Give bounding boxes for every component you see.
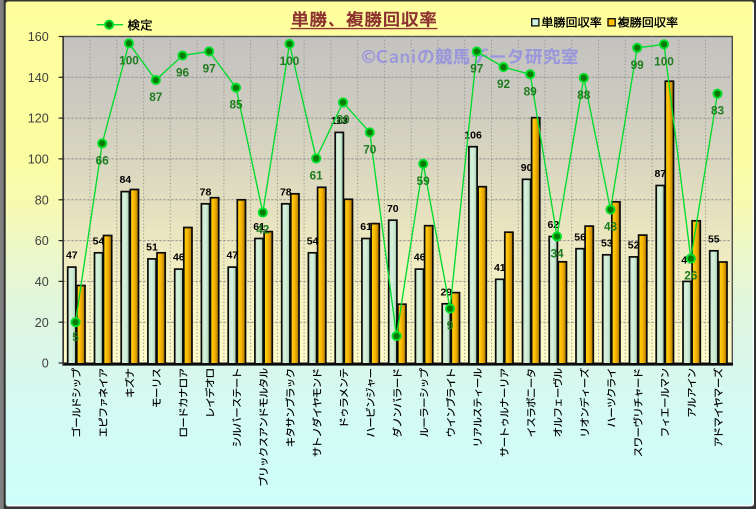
svg-text:99: 99 [631,58,645,72]
svg-text:100: 100 [28,153,49,167]
svg-text:88: 88 [577,88,591,102]
svg-text:140: 140 [28,71,49,85]
svg-text:46: 46 [414,252,426,264]
svg-text:34: 34 [550,246,564,260]
svg-text:160: 160 [28,30,49,44]
svg-text:84: 84 [119,174,131,186]
svg-text:9: 9 [447,319,454,333]
svg-text:97: 97 [470,62,484,76]
svg-text:90: 90 [521,162,533,174]
svg-text:66: 66 [96,153,110,167]
svg-text:78: 78 [200,186,212,198]
svg-text:60: 60 [35,234,49,248]
svg-text:41: 41 [494,262,506,274]
svg-text:80: 80 [336,112,350,126]
svg-text:52: 52 [628,240,640,252]
svg-text:47: 47 [66,250,78,262]
svg-text:61: 61 [360,221,372,233]
svg-text:40: 40 [35,275,49,289]
svg-text:87: 87 [654,168,666,180]
svg-text:51: 51 [146,242,158,254]
svg-text:80: 80 [35,193,49,207]
svg-text:96: 96 [176,66,190,80]
svg-text:54: 54 [307,235,319,247]
svg-text:20: 20 [35,316,49,330]
svg-text:92: 92 [497,77,511,91]
svg-text:100: 100 [280,54,300,68]
svg-text:43: 43 [604,220,618,234]
svg-text:55: 55 [708,233,720,245]
svg-text:97: 97 [203,61,217,75]
svg-text:62: 62 [547,219,559,231]
svg-text:100: 100 [119,53,139,67]
svg-text:70: 70 [363,142,377,156]
svg-text:87: 87 [149,90,163,104]
svg-text:78: 78 [280,186,292,198]
svg-text:42: 42 [256,223,270,237]
svg-text:61: 61 [253,221,265,233]
svg-text:26: 26 [684,269,698,283]
svg-text:0: 0 [42,357,49,371]
svg-text:59: 59 [417,174,431,188]
svg-text:85: 85 [229,98,243,112]
svg-text:46: 46 [173,252,185,264]
svg-text:5: 5 [72,330,79,344]
svg-text:89: 89 [524,84,538,98]
svg-text:56: 56 [574,231,586,243]
svg-text:54: 54 [93,235,105,247]
svg-text:47: 47 [226,250,238,262]
svg-text:120: 120 [28,112,49,126]
svg-text:100: 100 [654,54,674,68]
svg-text:70: 70 [387,203,399,215]
svg-text:61: 61 [310,168,324,182]
svg-text:53: 53 [601,237,613,249]
svg-text:83: 83 [711,104,725,118]
